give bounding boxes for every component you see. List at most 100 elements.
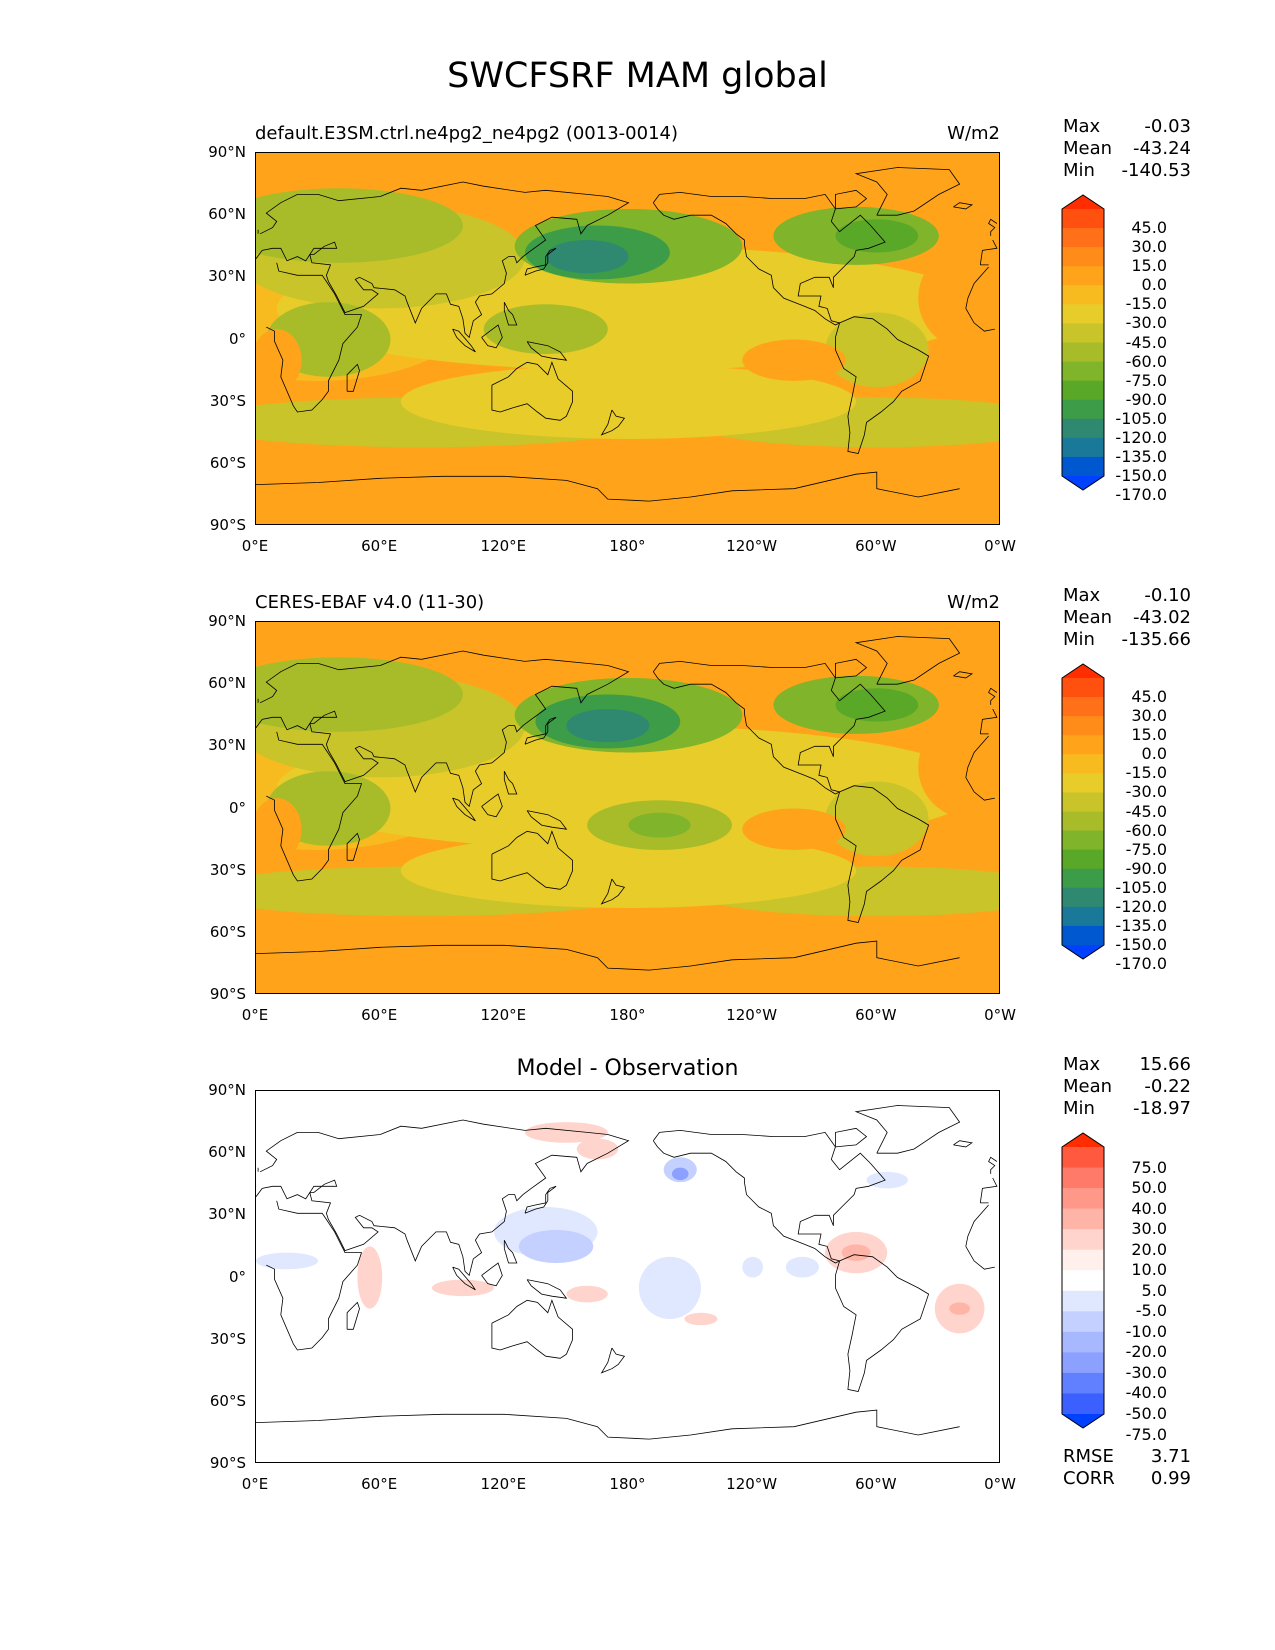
coastline [503,302,518,326]
colorbar-tick-label: 50.0 [1131,1178,1167,1198]
lat-tick-label: 60°N [208,205,246,224]
colorbar-extend-min [1062,476,1104,490]
field-contour [400,833,857,908]
map-plot [255,1090,1000,1463]
colorbar-segment [1062,247,1104,267]
colorbar-tick-label: -90.0 [1125,858,1167,878]
panel-observation: CERES-EBAF v4.0 (11-30) W/m2 90°N 60°N 30°N 0… [0,469,1275,1023]
colorbar-segment [1062,773,1104,793]
field-contour [545,240,629,274]
colorbar-tick-label: -40.0 [1125,1383,1167,1403]
field-contour [918,246,999,350]
colorbar-tick-label: -15.0 [1125,294,1167,314]
colorbar-tick-label: -170.0 [1115,485,1167,505]
metric-value: 0.99 [1150,1468,1191,1489]
coastline [346,1301,360,1330]
colorbar-tick-label: 45.0 [1131,687,1167,707]
colorbar-extend-min [1062,1414,1104,1428]
stat-label: Mean [1063,607,1113,628]
colorbar-segment [1062,1372,1104,1394]
metric-value: 3.71 [1150,1446,1191,1467]
colorbar-segment [1062,361,1104,382]
coastline [256,650,998,808]
coastline [854,1105,961,1154]
field-contour [431,1279,494,1297]
coastline [526,341,568,361]
stat-value: -18.97 [1132,1098,1191,1119]
colorbar-segment [1062,456,1104,477]
stat-value: -135.66 [1121,629,1191,650]
colorbar-tick-label: -45.0 [1125,332,1167,352]
stat-label: Min [1063,629,1095,650]
lat-tick-label: 90°N [208,1081,246,1099]
map-plot [255,152,1000,525]
coastline [524,1185,557,1214]
coastline [953,1140,974,1148]
colorbar [1061,1132,1105,1429]
field-contour [483,304,608,355]
colorbar-tick-label: -60.0 [1125,820,1167,840]
coastline [266,731,995,882]
colorbar-segment [1062,228,1104,248]
colorbar-outline [1061,194,1105,491]
colorbar-segment [1062,1167,1104,1189]
lat-tick-label: 30°N [208,267,246,286]
field-contour [684,1312,718,1326]
lat-tick-label: 60°S [209,453,246,472]
stat-label: Mean [1063,1076,1113,1097]
coastline [257,687,998,705]
stat-value: -140.53 [1121,160,1191,181]
coastline [835,316,930,454]
colorbar-tick-label: 40.0 [1131,1198,1167,1218]
lat-tick-label: 0° [228,1267,246,1286]
lon-tick-label: 0°W [984,537,1016,555]
coastline [491,361,573,421]
lon-tick-label: 0°E [241,537,269,555]
coastline [346,363,360,392]
coastline [835,189,868,210]
stat-value: -0.10 [1144,585,1191,606]
coastline [266,1200,995,1351]
field-contour [742,808,846,850]
colorbar-tick-label: -75.0 [1125,839,1167,859]
colorbar-tick-label: -30.0 [1125,782,1167,802]
colorbar-outline [1061,663,1105,960]
colorbar-tick-label: -5.0 [1135,1301,1167,1321]
lat-tick-label: 30°N [208,1205,246,1224]
lon-tick-label: 120°E [480,1006,527,1024]
colorbar-segment [1062,1270,1104,1292]
coastline [953,202,974,210]
colorbar-segment [1062,1290,1104,1312]
colorbar-tick-label: 45.0 [1131,218,1167,238]
stat-label: Min [1063,1098,1095,1119]
lat-tick-label: 0° [228,798,246,817]
coastline [835,785,930,923]
colorbar-tick-label: 30.0 [1131,706,1167,726]
colorbar-tick-label: -105.0 [1115,877,1167,897]
coastline [452,1266,476,1291]
field-contour [628,812,691,838]
coastline [481,793,503,818]
colorbar-tick-label: -150.0 [1115,935,1167,954]
field-contour [566,709,650,743]
coastline [600,409,626,436]
colorbar-tick-label: 15.0 [1131,725,1167,745]
field-contour [918,715,999,819]
coastline [953,671,974,679]
colorbar-tick-label: 20.0 [1131,1239,1167,1259]
lat-tick-label: 60°S [209,1391,246,1410]
lon-tick-label: 180° [609,1475,646,1493]
colorbar-tick-label: 5.0 [1141,1280,1167,1300]
coastline [503,771,518,795]
coastline [526,810,568,830]
colorbar-tick-label: 10.0 [1131,1260,1167,1280]
panel-title: Model - Observation [516,1056,739,1081]
field-contour [742,1256,764,1278]
metrics-box: RMSE 3.71 CORR 0.99 [1063,1446,1191,1490]
colorbar-segment [1062,323,1104,343]
lon-tick-label: 120°W [726,1006,778,1024]
colorbar-tick-label: 0.0 [1141,275,1167,295]
coastline [854,167,961,216]
coastline [835,658,868,679]
lon-tick-label: 120°W [726,537,778,555]
